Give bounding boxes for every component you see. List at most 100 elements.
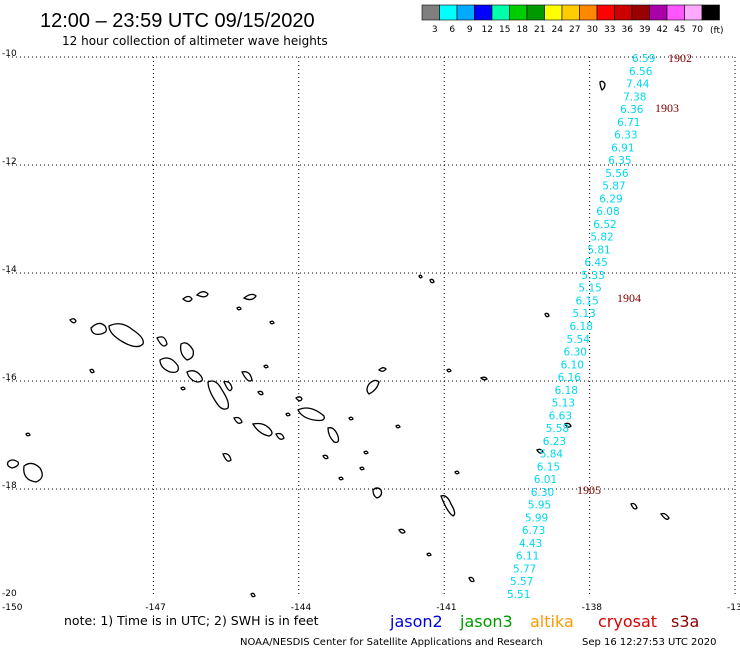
legend-tick-label: 15 (499, 25, 510, 35)
axis-labels: -150 -147 -144 -141 -138 -135 -10 -12 -14 -16 -18 -… (2, 49, 740, 613)
legend-tick-label: 21 (534, 25, 545, 35)
island-outline (263, 364, 269, 369)
island-outline (233, 416, 243, 424)
island-outline (454, 470, 460, 475)
legend-swatch (561, 4, 580, 21)
island-outline (108, 323, 144, 348)
wave-height-value: 5.57 (510, 576, 533, 588)
island-outline (327, 427, 340, 444)
wave-height-value: 4.43 (519, 538, 542, 550)
longitude-label: -141 (436, 603, 456, 613)
wave-height-value: 5.54 (567, 334, 591, 346)
island-outline (285, 412, 291, 417)
legend-tick-label: 70 (692, 25, 704, 35)
wave-height-value: 6.59 (632, 53, 655, 65)
legend-swatch (579, 4, 598, 21)
wave-height-value: 5.56 (605, 168, 629, 180)
wave-height-value: 5.95 (528, 500, 551, 512)
wave-height-value: 5.13 (572, 308, 595, 320)
satellite-legend-item: cryosat (598, 612, 657, 631)
legend-swatch (701, 4, 720, 21)
wave-height-value: 6.45 (584, 257, 607, 269)
island-outline (180, 386, 186, 391)
island-outline (297, 407, 325, 422)
latitude-label: -20 (2, 589, 17, 599)
footnote: note: 1) Time is in UTC; 2) SWH is in fe… (64, 613, 319, 628)
wave-height-value: 6.73 (522, 525, 545, 537)
legend-tick-label: 39 (639, 25, 651, 35)
legend-tick-label: 33 (604, 25, 615, 35)
satellite-legend-item: jason2 (389, 612, 443, 631)
track-time-label: 1905 (577, 483, 601, 497)
island-outline (89, 368, 95, 374)
legend-tick-label: 18 (517, 25, 529, 35)
island-outline (599, 80, 606, 91)
wave-height-value: 6.16 (558, 372, 582, 384)
island-outline (275, 432, 285, 440)
island-outline (90, 322, 107, 336)
wave-height-value: 5.81 (587, 244, 610, 256)
longitude-label: -147 (145, 603, 165, 613)
wave-height-value: 6.33 (614, 130, 637, 142)
island-outlines (6, 80, 670, 598)
island-outline (236, 306, 242, 311)
wave-height-value: 6.01 (534, 474, 557, 486)
island-outline (544, 312, 550, 318)
island-outline (395, 424, 401, 429)
wave-height-value: 5.33 (581, 270, 604, 282)
wave-height-value: 5.82 (590, 232, 613, 244)
wave-height-value: 6.10 (561, 359, 584, 371)
altimeter-track: 6.596.567.447.386.366.716.336.916.355.56… (507, 53, 655, 601)
island-outline (468, 576, 475, 583)
island-outline (195, 291, 209, 298)
island-outline (446, 368, 452, 373)
wave-height-value: 6.30 (564, 347, 587, 359)
island-outline (223, 380, 233, 392)
island-outline (363, 450, 369, 455)
wave-height-value: 6.08 (596, 206, 619, 218)
island-outline (660, 512, 670, 520)
island-outline (426, 552, 432, 557)
island-outline (295, 396, 303, 402)
island-outline (251, 422, 273, 437)
island-outline (250, 592, 256, 598)
legend-tick-label: 12 (482, 25, 493, 35)
wave-height-value: 7.38 (623, 91, 646, 103)
track-time-labels: 1902 1903 1904 1905 (577, 51, 692, 497)
island-outline (156, 336, 168, 347)
island-outline (322, 454, 329, 460)
island-outline (366, 379, 380, 395)
wave-height-value: 5.58 (546, 423, 569, 435)
legend-swatch (509, 4, 528, 21)
track-time-label: 1903 (655, 101, 679, 115)
legend-swatch (544, 4, 563, 21)
legend-tick-label: 36 (622, 25, 634, 35)
island-outline (564, 422, 572, 428)
island-outline (181, 295, 193, 303)
wave-height-value: 6.15 (537, 461, 560, 473)
legend-tick-label: 42 (657, 25, 668, 35)
track-time-label: 1904 (617, 291, 641, 305)
legend-swatch (649, 4, 668, 21)
wave-height-value: 6.35 (608, 155, 631, 167)
island-outline (630, 502, 638, 510)
legend-tick-label: 27 (569, 25, 580, 35)
longitude-label: -150 (2, 603, 23, 613)
island-outline (222, 452, 232, 462)
island-outline (418, 274, 423, 279)
legend-swatch (631, 4, 650, 21)
legend-tick-label: 3 (432, 25, 438, 35)
island-outline (69, 318, 77, 324)
wave-height-value: 6.63 (549, 410, 572, 422)
wave-height-value: 6.71 (617, 117, 640, 129)
island-outline (359, 466, 365, 471)
satellite-legend-item: s3a (671, 612, 699, 631)
island-outline (25, 432, 31, 437)
longitude-label: -138 (582, 603, 603, 613)
wave-height-value: 5.77 (513, 563, 536, 575)
generation-timestamp: Sep 16 12:27:53 UTC 2020 (582, 637, 716, 648)
legend-swatch (666, 4, 685, 21)
satellite-legend-item: jason3 (459, 612, 513, 631)
longitude-label: -144 (291, 603, 312, 613)
longitude-label: -135 (727, 603, 740, 613)
